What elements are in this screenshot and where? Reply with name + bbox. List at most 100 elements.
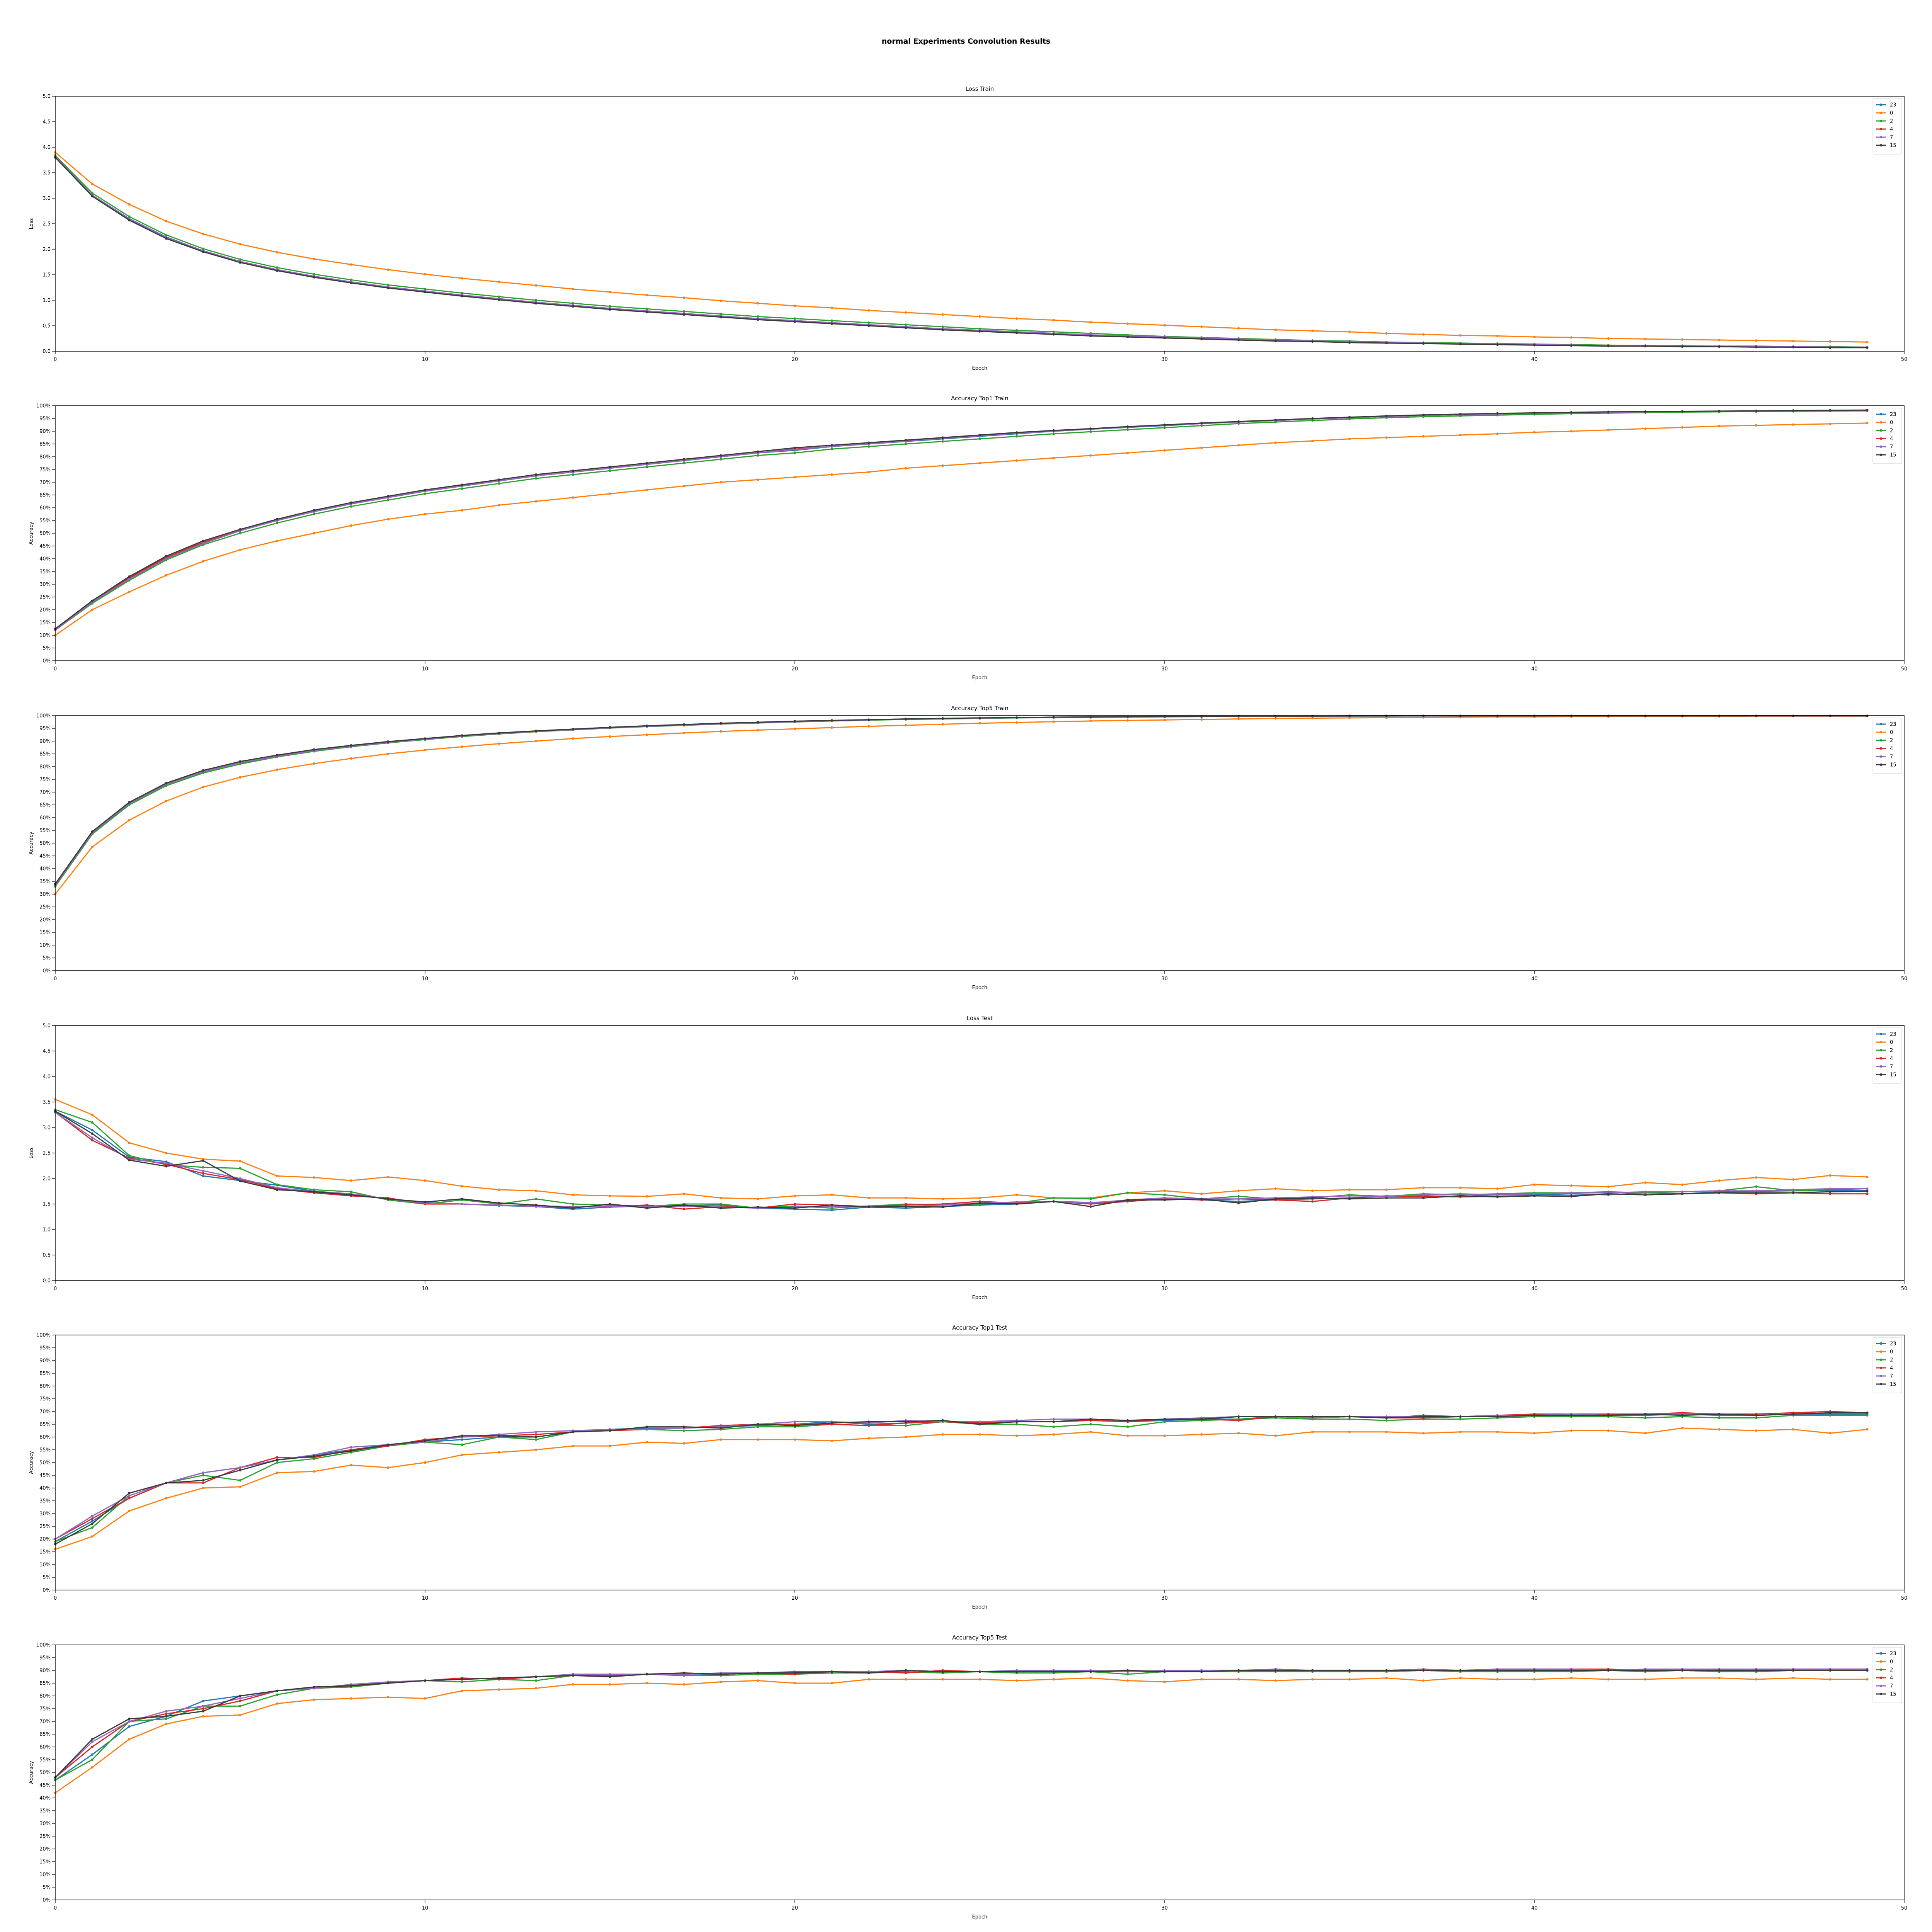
- data-point: [830, 726, 833, 729]
- data-point: [461, 1443, 463, 1446]
- data-point: [350, 505, 352, 508]
- data-point: [1237, 420, 1240, 423]
- series-15: [54, 156, 1869, 349]
- data-point: [1792, 409, 1795, 412]
- data-point: [276, 251, 279, 254]
- data-point: [978, 1420, 981, 1423]
- chart-title: Loss Test: [967, 1015, 993, 1022]
- data-point: [91, 1139, 94, 1142]
- x-tick-label: 30: [1162, 1595, 1168, 1601]
- y-axis-label: Accuracy: [29, 832, 34, 855]
- data-point: [1052, 457, 1055, 459]
- data-point: [1089, 716, 1092, 718]
- data-point: [276, 1183, 279, 1186]
- data-point: [423, 1461, 427, 1464]
- data-point: [128, 1738, 131, 1741]
- data-point: [1533, 431, 1536, 434]
- data-point: [1681, 1414, 1684, 1417]
- data-point: [1755, 346, 1758, 349]
- x-tick-label: 20: [792, 357, 798, 362]
- data-point: [1237, 1189, 1240, 1192]
- data-point: [1459, 1415, 1462, 1418]
- data-point: [534, 1189, 537, 1192]
- data-point: [1681, 338, 1684, 341]
- data-point: [1200, 325, 1203, 328]
- data-point: [1718, 1677, 1721, 1679]
- data-point: [1792, 1669, 1795, 1672]
- x-tick-label: 10: [422, 666, 429, 672]
- y-tick-label: 0%: [43, 1898, 51, 1903]
- y-tick-label: 4.5: [43, 119, 51, 125]
- data-point: [1755, 410, 1758, 412]
- data-point: [1274, 1679, 1277, 1682]
- data-point: [534, 1433, 537, 1436]
- data-point: [1755, 339, 1758, 342]
- data-point: [1644, 410, 1647, 413]
- data-point: [423, 291, 427, 294]
- data-point: [1496, 1187, 1499, 1190]
- data-point: [1607, 410, 1610, 413]
- data-point: [646, 1441, 648, 1444]
- data-point: [1607, 1185, 1610, 1188]
- data-point: [571, 1674, 575, 1677]
- data-point: [757, 1672, 759, 1674]
- data-point: [387, 284, 389, 286]
- data-point: [1126, 1199, 1129, 1201]
- data-point: [978, 1197, 981, 1199]
- legend-label: 23: [1890, 722, 1896, 728]
- data-point: [387, 518, 389, 520]
- data-point: [1792, 1677, 1795, 1679]
- data-point: [1089, 1430, 1092, 1433]
- data-point: [350, 1464, 352, 1466]
- data-point: [165, 233, 168, 236]
- series-line: [55, 1415, 1867, 1543]
- data-point: [1496, 1196, 1499, 1198]
- data-point: [1311, 1678, 1314, 1681]
- y-tick-label: 45%: [39, 1473, 51, 1479]
- y-tick-label: 4.0: [43, 1074, 51, 1080]
- data-point: [1237, 1419, 1240, 1422]
- data-point: [1496, 1430, 1499, 1433]
- data-point: [682, 462, 685, 464]
- y-tick-label: 0.5: [43, 323, 51, 329]
- data-point: [719, 1680, 722, 1683]
- data-point: [867, 309, 870, 312]
- y-tick-label: 2.5: [43, 1151, 51, 1156]
- data-point: [571, 1202, 575, 1206]
- legend-label: 15: [1890, 762, 1896, 768]
- series-0: [54, 1427, 1869, 1551]
- data-point: [682, 723, 685, 726]
- data-point: [239, 1700, 242, 1702]
- data-point: [165, 1481, 168, 1484]
- legend-marker: [1879, 429, 1883, 432]
- y-tick-label: 50%: [39, 1770, 51, 1776]
- data-point: [1126, 715, 1129, 718]
- data-point: [387, 268, 389, 271]
- data-point: [793, 1672, 796, 1674]
- y-tick-label: 2.5: [43, 221, 51, 227]
- data-point: [1126, 1191, 1129, 1194]
- data-point: [313, 748, 316, 751]
- legend-label: 0: [1890, 1040, 1893, 1046]
- data-point: [498, 478, 500, 481]
- data-point: [609, 469, 611, 472]
- data-point: [1126, 428, 1129, 431]
- data-point: [757, 454, 759, 457]
- data-point: [1422, 1415, 1425, 1418]
- x-tick-label: 50: [1901, 666, 1908, 672]
- data-point: [646, 724, 648, 727]
- data-point: [867, 718, 870, 721]
- data-point: [202, 1486, 204, 1490]
- data-point: [904, 724, 907, 727]
- data-point: [1422, 1186, 1425, 1189]
- data-point: [682, 458, 685, 461]
- data-point: [534, 1679, 537, 1682]
- data-point: [91, 1113, 94, 1116]
- data-point: [1718, 425, 1721, 428]
- data-point: [1829, 1432, 1832, 1435]
- data-point: [1015, 332, 1018, 334]
- y-tick-label: 80%: [39, 1384, 51, 1389]
- y-tick-label: 75%: [39, 777, 51, 783]
- y-tick-label: 35%: [39, 569, 51, 575]
